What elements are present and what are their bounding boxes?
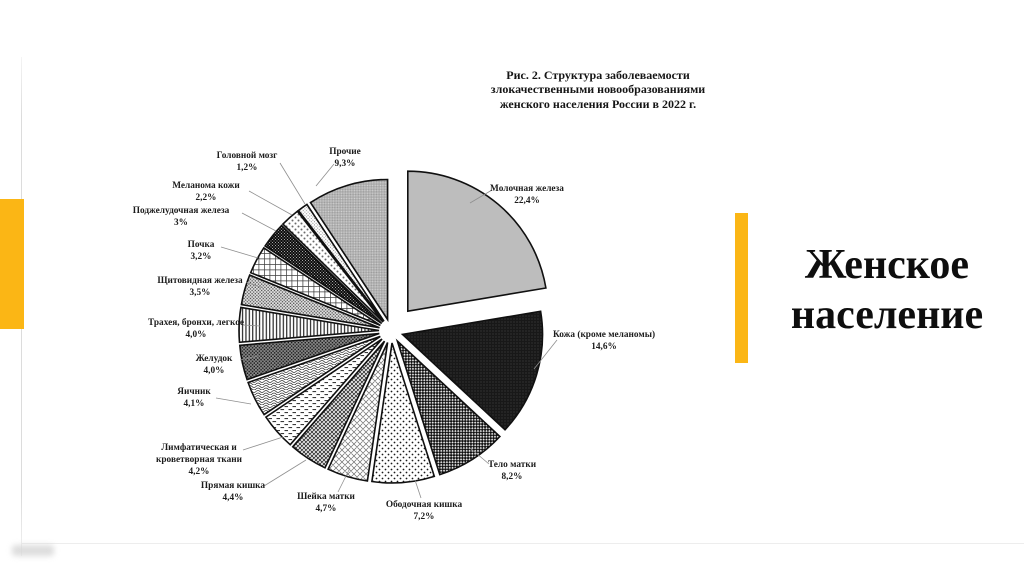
section-title-line1: Женское [804, 242, 970, 288]
pie-slice-5 [327, 342, 389, 482]
pie-leader-line-6 [263, 459, 307, 487]
pie-label-11: Щитовидная железа 3,5% [157, 276, 243, 298]
pie-leader-line-14 [248, 190, 293, 216]
pie-label-14: Меланома кожи 2,2% [172, 181, 240, 203]
pie-slices-group [238, 170, 547, 484]
pie-label-3: Тело матки 8,2% [488, 460, 537, 482]
pie-leader-line-9 [239, 355, 259, 361]
pie-leader-line-16 [315, 163, 335, 187]
pie-slice-4 [370, 342, 436, 484]
pie-leader-line-8 [215, 397, 252, 405]
pie-label-15: Головной мозг 1,2% [217, 150, 278, 173]
pie-label-1: Молочная железа 22,4% [490, 184, 564, 206]
pie-slice-3 [395, 338, 502, 476]
pie-leader-line-12 [220, 246, 259, 259]
figure-title-line1: Рис. 2. Структура заболеваемости [506, 68, 690, 82]
pie-slice-12 [249, 246, 381, 327]
pie-leader-line-13 [241, 212, 277, 232]
pie-leader-lines-group [215, 162, 558, 499]
pie-slice-8 [247, 335, 381, 416]
pie-slice-2 [400, 310, 544, 431]
section-title-line2: население [790, 292, 984, 338]
pie-leader-line-10 [242, 324, 261, 327]
pie-label-12: Почка 3,2% [188, 240, 215, 262]
pie-leader-line-2 [533, 339, 558, 370]
pie-leader-line-5 [337, 467, 351, 493]
pie-label-16: Прочие 9,3% [329, 147, 361, 169]
pie-leader-line-1 [469, 189, 493, 204]
slide-corner-shadow [12, 545, 54, 556]
pie-slice-16 [309, 178, 389, 323]
right-accent-bar [735, 213, 748, 363]
pie-label-6: Прямая кишка 4,4% [201, 481, 265, 503]
pie-leader-line-4 [414, 479, 422, 499]
pie-slice-10 [238, 306, 380, 344]
pie-label-5: Шейка матки 4,7% [297, 491, 355, 514]
pie-slice-6 [291, 340, 386, 469]
pie-label-7: Лимфатическая и кроветворная ткани 4,2% [156, 442, 243, 477]
pie-label-13: Поджелудочная железа 3% [133, 206, 230, 228]
pie-leader-line-3 [469, 447, 490, 465]
pie-labels-group: Молочная железа 22,4% Кожа (кроме меланомы… [133, 147, 655, 522]
pie-slice-13 [263, 224, 383, 325]
figure-title-line2: злокачественными новообразованиями [490, 82, 706, 97]
left-accent-bar [0, 199, 24, 329]
figure-title: Рис. 2. Структура заболеваемости злокаче… [462, 68, 734, 111]
pie-slice-11 [240, 274, 380, 329]
pie-slice-15 [297, 203, 385, 322]
pie-slice-7 [264, 338, 383, 446]
pie-leader-line-7 [242, 436, 284, 451]
slide-bottom-edge [21, 543, 1024, 544]
pie-slice-1 [407, 170, 547, 313]
section-title: Женское население [752, 240, 1022, 340]
pie-leader-line-11 [245, 281, 264, 289]
pie-label-9: Желудок 4,0% [196, 354, 233, 376]
pie-label-4: Ободочная кишка 7,2% [386, 499, 463, 522]
pie-label-8: Яичник 4,1% [177, 387, 211, 409]
pie-leader-line-15 [279, 162, 306, 205]
pie-label-10: Трахея, бронхи, легкое 4,0% [148, 317, 244, 340]
figure-title-line3: женского населения России в 2022 г. [499, 96, 697, 111]
pie-slice-9 [238, 332, 380, 381]
pie-slice-14 [281, 210, 384, 323]
pie-label-2: Кожа (кроме меланомы) 14,6% [553, 329, 655, 352]
